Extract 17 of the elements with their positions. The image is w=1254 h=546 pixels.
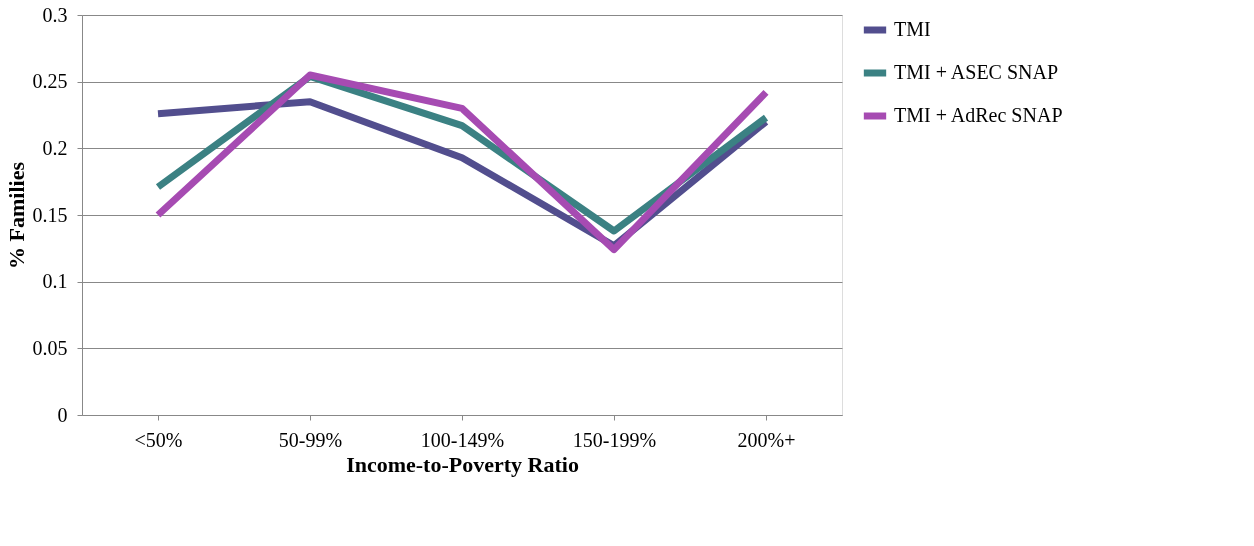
- x-axis-title: Income-to-Poverty Ratio: [346, 451, 579, 477]
- legend-label: TMI + ASEC SNAP: [894, 61, 1059, 83]
- y-tick-label: 0.25: [32, 70, 68, 93]
- x-tick-label: 50-99%: [278, 428, 343, 451]
- y-tick-label: 0.1: [42, 270, 68, 293]
- y-tick-label: 0.3: [42, 3, 68, 26]
- legend-label: TMI + AdRec SNAP: [894, 104, 1063, 126]
- x-tick-label: 100-149%: [420, 428, 505, 451]
- x-tick-label: <50%: [134, 428, 183, 451]
- y-axis-title: % Families: [3, 161, 29, 269]
- y-tick-label: 0.05: [32, 336, 68, 359]
- y-tick-label: 0.2: [42, 136, 68, 159]
- legend-label: TMI: [894, 18, 931, 40]
- x-tick-label: 150-199%: [572, 428, 657, 451]
- x-tick-label: 200%+: [737, 428, 796, 451]
- y-tick-label: 0.15: [32, 203, 68, 226]
- y-tick-label: 0: [57, 403, 68, 426]
